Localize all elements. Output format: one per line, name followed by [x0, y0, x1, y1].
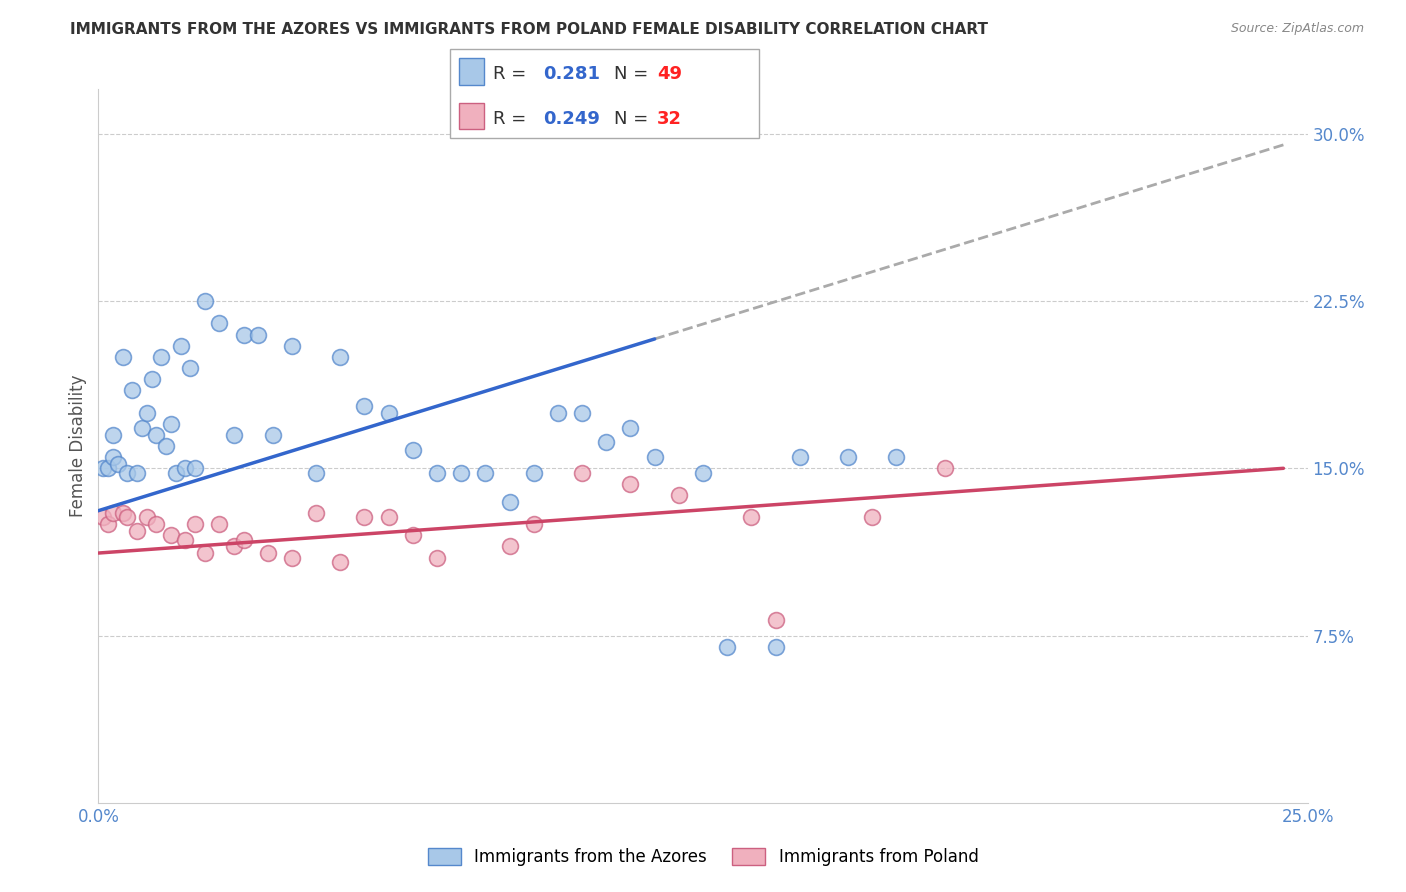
Point: [127, 524, 149, 538]
Text: N =: N =: [614, 65, 654, 83]
Point: [886, 450, 908, 464]
Point: [692, 466, 714, 480]
Point: [860, 510, 883, 524]
Point: [107, 457, 129, 471]
Point: [837, 450, 859, 464]
Point: [619, 476, 641, 491]
Text: R =: R =: [494, 65, 533, 83]
Point: [474, 466, 496, 480]
Point: [426, 550, 449, 565]
Point: [222, 427, 245, 442]
Point: [150, 350, 173, 364]
Point: [208, 316, 231, 330]
Point: [353, 399, 375, 413]
Point: [97, 461, 120, 475]
Text: N =: N =: [614, 110, 654, 128]
Point: [208, 516, 231, 531]
Point: [329, 555, 352, 569]
Point: [305, 506, 328, 520]
Point: [184, 461, 207, 475]
Text: Source: ZipAtlas.com: Source: ZipAtlas.com: [1230, 22, 1364, 36]
Point: [222, 539, 245, 553]
Point: [174, 533, 197, 547]
Point: [145, 427, 167, 442]
Point: [232, 327, 254, 342]
Point: [281, 338, 304, 352]
Point: [402, 528, 425, 542]
Point: [111, 506, 134, 520]
Point: [934, 461, 956, 475]
Point: [101, 427, 124, 442]
Point: [117, 466, 139, 480]
Point: [194, 546, 217, 560]
Point: [305, 466, 328, 480]
Point: [141, 372, 163, 386]
Point: [165, 466, 187, 480]
Point: [644, 450, 666, 464]
Point: [765, 613, 787, 627]
Point: [498, 539, 520, 553]
Point: [668, 488, 690, 502]
Point: [498, 494, 520, 508]
Point: [571, 466, 593, 480]
Point: [131, 421, 153, 435]
Y-axis label: Female Disability: Female Disability: [69, 375, 87, 517]
Point: [97, 516, 120, 531]
Point: [281, 550, 304, 565]
Text: R =: R =: [494, 110, 533, 128]
Point: [256, 546, 278, 560]
FancyBboxPatch shape: [450, 49, 759, 138]
Point: [716, 640, 738, 654]
Point: [111, 350, 134, 364]
Point: [160, 417, 183, 431]
Point: [765, 640, 787, 654]
Point: [402, 443, 425, 458]
Point: [450, 466, 472, 480]
Point: [426, 466, 449, 480]
Point: [174, 461, 197, 475]
Point: [179, 360, 201, 375]
Point: [740, 510, 762, 524]
Point: [547, 405, 569, 419]
Point: [91, 510, 114, 524]
Point: [121, 384, 143, 398]
Text: 32: 32: [657, 110, 682, 128]
Text: IMMIGRANTS FROM THE AZORES VS IMMIGRANTS FROM POLAND FEMALE DISABILITY CORRELATI: IMMIGRANTS FROM THE AZORES VS IMMIGRANTS…: [70, 22, 988, 37]
FancyBboxPatch shape: [460, 103, 484, 129]
Legend: Immigrants from the Azores, Immigrants from Poland: Immigrants from the Azores, Immigrants f…: [420, 841, 986, 873]
Point: [262, 427, 284, 442]
Point: [101, 506, 124, 520]
Point: [135, 510, 157, 524]
Point: [160, 528, 183, 542]
Point: [377, 510, 399, 524]
Point: [169, 338, 191, 352]
Point: [329, 350, 352, 364]
Point: [789, 450, 811, 464]
Point: [619, 421, 641, 435]
Point: [101, 450, 124, 464]
Point: [523, 466, 546, 480]
Text: 0.249: 0.249: [543, 110, 599, 128]
Text: 49: 49: [657, 65, 682, 83]
Point: [91, 461, 114, 475]
Point: [377, 405, 399, 419]
Text: 0.281: 0.281: [543, 65, 600, 83]
Point: [595, 434, 617, 449]
FancyBboxPatch shape: [460, 58, 484, 85]
Point: [155, 439, 177, 453]
Point: [145, 516, 167, 531]
Point: [135, 405, 157, 419]
Point: [523, 516, 546, 531]
Point: [184, 516, 207, 531]
Point: [232, 533, 254, 547]
Point: [247, 327, 270, 342]
Point: [194, 293, 217, 308]
Point: [571, 405, 593, 419]
Point: [353, 510, 375, 524]
Point: [127, 466, 149, 480]
Point: [117, 510, 139, 524]
